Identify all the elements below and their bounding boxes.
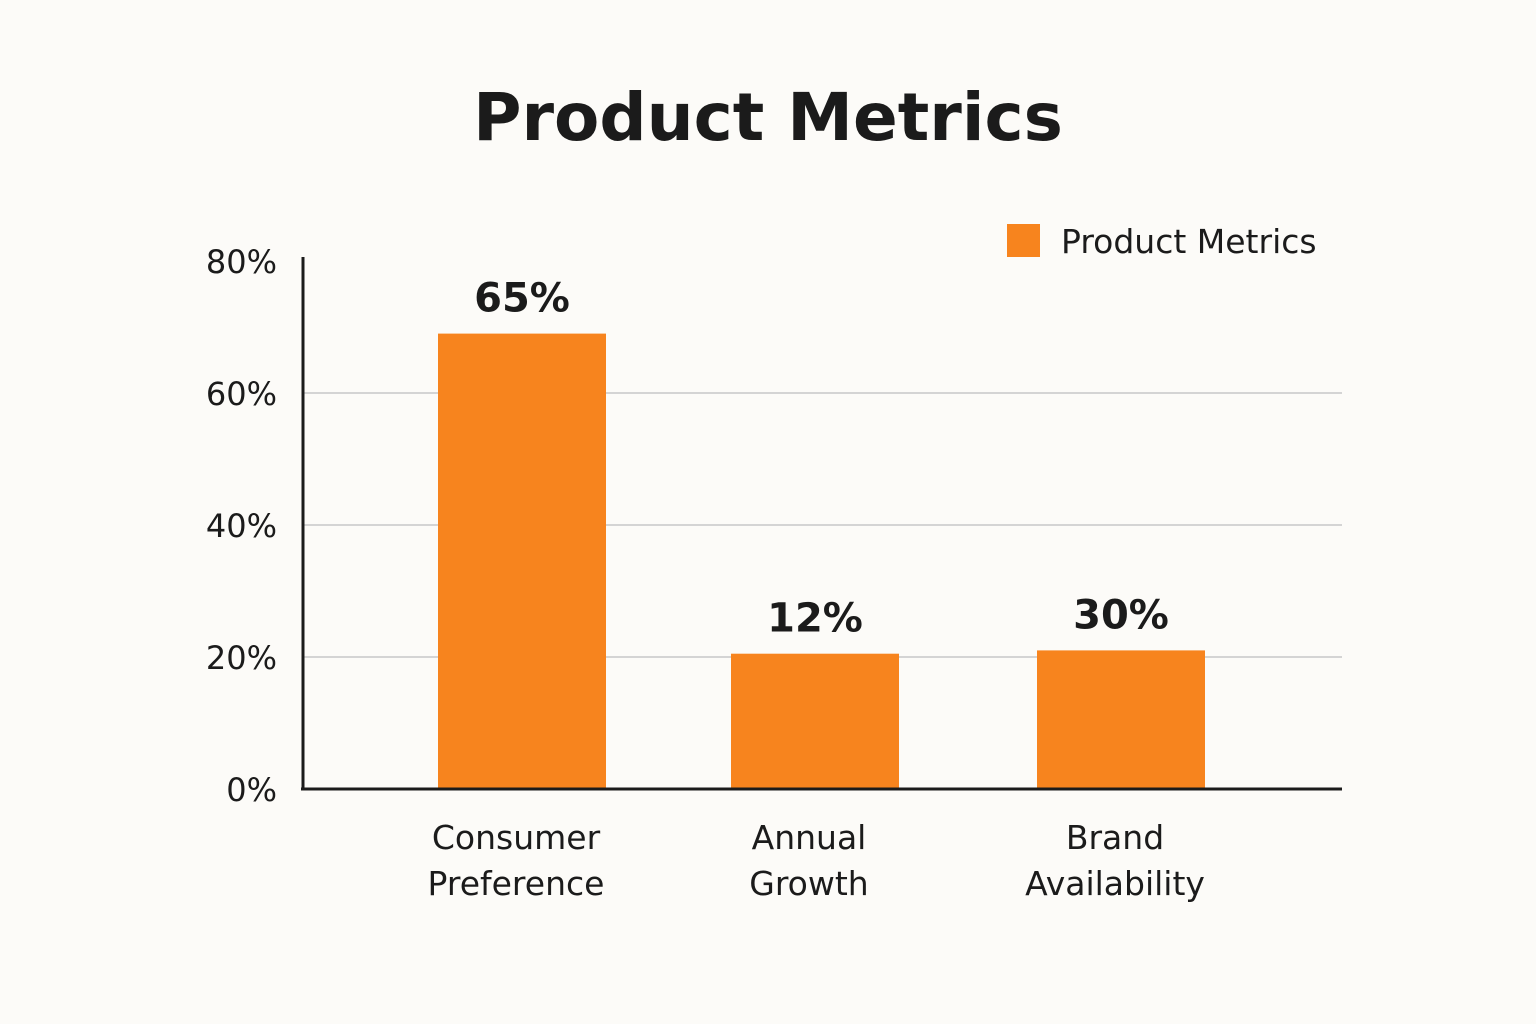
- legend-label: Product Metrics: [1061, 222, 1317, 261]
- bar-value-label: 65%: [474, 276, 570, 322]
- category-label: Brand: [1066, 818, 1164, 857]
- category-label: Annual: [752, 818, 867, 857]
- data-labels: 65% 12% 30%: [474, 276, 1169, 642]
- y-tick-labels: 0% 20% 40% 60% 80%: [206, 243, 277, 809]
- y-tick-label: 80%: [206, 243, 277, 281]
- category-labels: Consumer Preference Annual Growth Brand Avail…: [428, 818, 1205, 903]
- bars: [438, 333, 1205, 789]
- legend: Product Metrics: [1007, 222, 1317, 261]
- y-tick-label: 40%: [206, 507, 277, 545]
- category-label: Preference: [428, 864, 605, 903]
- legend-swatch: [1007, 224, 1040, 257]
- y-tick-label: 0%: [226, 771, 277, 809]
- category-label: Growth: [749, 864, 868, 903]
- y-tick-label: 60%: [206, 375, 277, 413]
- category-label: Availability: [1025, 864, 1205, 903]
- bar-value-label: 30%: [1073, 592, 1169, 638]
- y-tick-label: 20%: [206, 639, 277, 677]
- axes: [301, 257, 1342, 791]
- chart-title: Product Metrics: [473, 79, 1063, 156]
- category-label: Consumer: [432, 818, 601, 857]
- bar: [1037, 650, 1205, 789]
- bar: [731, 653, 899, 789]
- bar-value-label: 12%: [767, 596, 863, 642]
- bar: [438, 333, 606, 789]
